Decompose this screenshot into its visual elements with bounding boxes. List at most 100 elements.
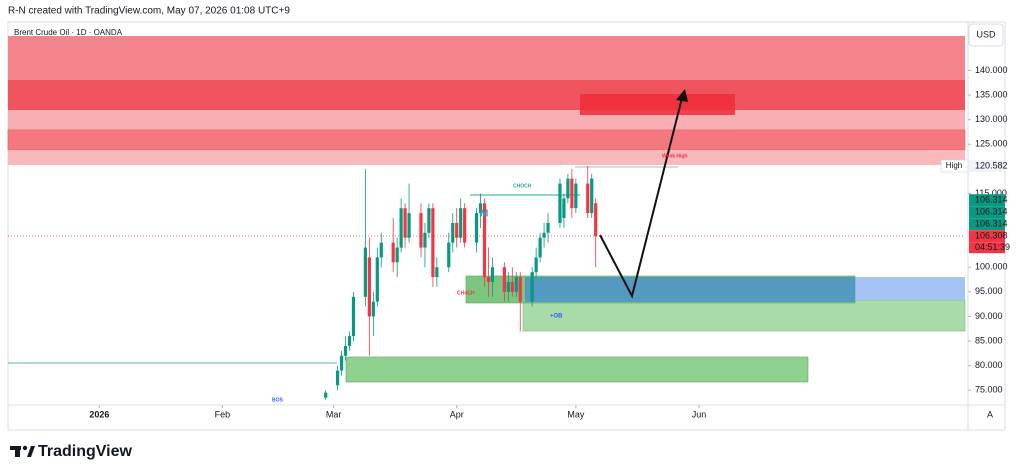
candle-body	[395, 247, 399, 263]
candle-body	[534, 257, 538, 273]
header: R-N created with TradingView.com, May 07…	[8, 6, 290, 17]
supply-zone	[8, 80, 965, 110]
y-tick-label: 100.000	[975, 262, 1008, 272]
candle-body	[324, 392, 328, 398]
candle-body	[518, 277, 522, 302]
annotation: +OB	[550, 314, 563, 320]
price-label-box	[969, 230, 1005, 243]
brand-logo	[10, 445, 35, 457]
candle-body	[455, 222, 459, 238]
y-tick-label: 85.000	[975, 335, 1003, 345]
price-label: 106.314	[975, 207, 1008, 217]
candle-body	[490, 267, 495, 282]
candle-body	[506, 282, 510, 292]
candle-body	[486, 277, 491, 282]
candle-body	[435, 267, 439, 278]
candle-body	[474, 213, 479, 243]
candle-body	[586, 183, 590, 214]
ob-zone	[855, 277, 965, 300]
candle-body	[407, 213, 411, 238]
y-tick-label: 130.000	[975, 114, 1008, 124]
candle-body	[375, 257, 379, 302]
candle-body	[367, 257, 371, 317]
candle-body	[363, 247, 367, 297]
annotation: BOS	[272, 397, 284, 403]
x-tick-label: Mar	[326, 409, 342, 419]
candle-body	[379, 242, 383, 258]
currency-button[interactable]	[968, 23, 1004, 47]
price-label-box	[969, 194, 1005, 207]
candle-body	[427, 208, 431, 233]
candle-body	[482, 203, 487, 278]
candle-body	[459, 208, 463, 238]
arrow-head	[676, 89, 688, 102]
demand-zone	[345, 356, 809, 383]
candle-body	[558, 183, 562, 223]
high-tag	[940, 159, 969, 173]
target-zone	[580, 94, 735, 115]
auto-button[interactable]	[983, 409, 997, 422]
x-tick-label: Jun	[692, 409, 707, 419]
annotation: M	[480, 209, 488, 220]
candle-body	[562, 198, 566, 219]
annotation: Weak High	[662, 153, 687, 159]
supply-zone	[8, 150, 965, 165]
x-tick-label: 2026	[89, 409, 109, 419]
candle-body	[542, 232, 546, 238]
x-tick-label: Feb	[215, 409, 231, 419]
candle-body	[343, 345, 348, 356]
y-tick-label: 135.000	[975, 89, 1008, 99]
countdown-box	[969, 242, 1005, 254]
annotation: CHOCH	[513, 183, 532, 189]
ob-zone	[525, 277, 855, 302]
candle-body	[590, 178, 594, 214]
currency: USD	[976, 29, 996, 39]
candle-body	[391, 242, 395, 263]
price-label: 106.308	[975, 231, 1008, 241]
candle-body	[347, 336, 352, 346]
high-price-box	[969, 159, 1005, 172]
y-tick-label: 125.000	[975, 139, 1008, 149]
candle-body	[351, 296, 356, 337]
candle-body	[530, 272, 534, 302]
y-tick-label: 80.000	[975, 360, 1003, 370]
y-tick-label: 90.000	[975, 311, 1003, 321]
price-label: 106.314	[975, 219, 1008, 229]
projection-arrow	[599, 93, 684, 299]
candle-body	[538, 237, 542, 258]
x-tick-label: Apr	[450, 409, 464, 419]
candle-body	[514, 277, 518, 292]
y-tick-label: 115.000	[975, 188, 1007, 198]
logo-part	[27, 446, 35, 457]
high-price-label: 120.582	[975, 160, 1008, 170]
candle-body	[447, 242, 451, 268]
price-label: 106.314	[975, 195, 1008, 205]
y-tick-label: 140.000	[975, 65, 1008, 75]
candle-body	[371, 301, 375, 317]
candle-body	[399, 208, 403, 248]
supply-zone	[8, 110, 965, 130]
chart-title: Brent Crude Oil · 1D · OANDA	[14, 28, 123, 37]
annotation: CHoCH	[457, 290, 475, 296]
candle-body	[510, 282, 514, 292]
high-tag-label: High	[946, 161, 962, 170]
candle-body	[423, 232, 427, 248]
candle-body	[463, 208, 467, 243]
price-label-box	[969, 206, 1005, 219]
candle-body	[570, 178, 574, 209]
supply-zone	[8, 36, 965, 80]
candle-body	[431, 208, 435, 278]
candle-body	[335, 370, 340, 386]
candle-body	[574, 183, 578, 209]
candles	[324, 165, 598, 401]
candle-body	[566, 178, 570, 199]
candle-body	[403, 208, 407, 238]
candle-body	[339, 355, 344, 371]
demand-zone	[522, 299, 966, 332]
candle-body	[478, 203, 483, 214]
auto-label: A	[987, 409, 993, 419]
y-tick-label: 75.000	[975, 385, 1003, 395]
y-tick-label: 95.000	[975, 286, 1003, 296]
